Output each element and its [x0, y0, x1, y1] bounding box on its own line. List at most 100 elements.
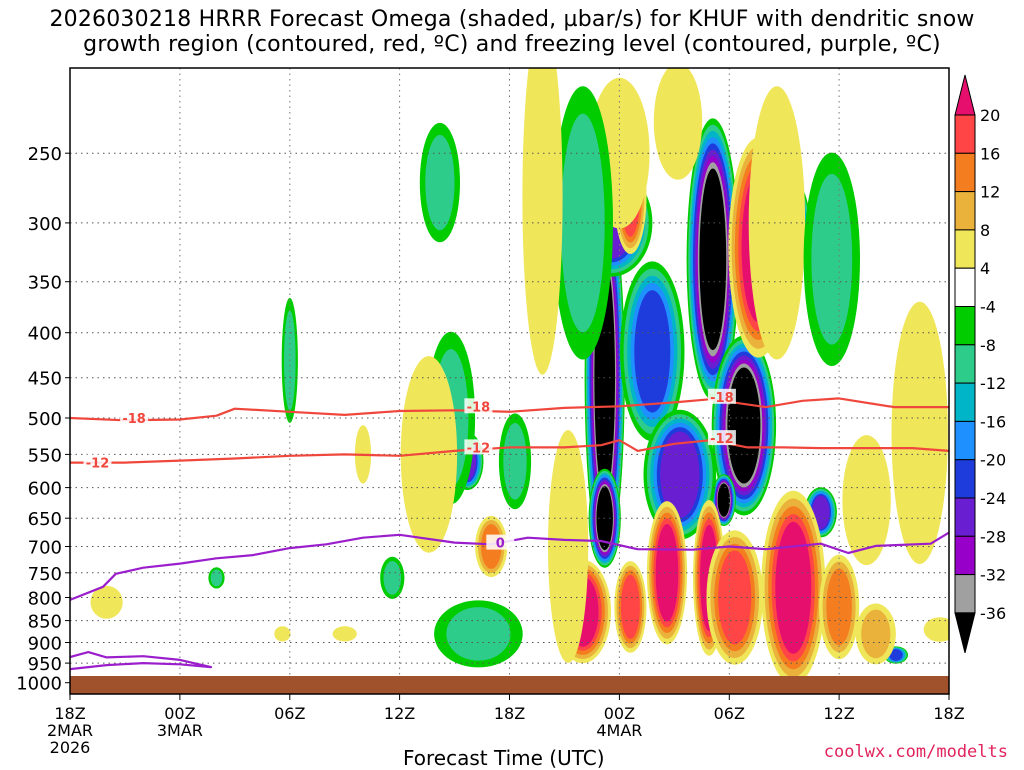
y-tick-label-400: 400	[28, 324, 62, 345]
omega-cell-20-level-4	[775, 521, 812, 654]
colorbar-swatch-11	[954, 497, 976, 537]
x-tick-label-6-0: 00Z	[164, 704, 195, 723]
y-tick-label-350: 350	[28, 273, 62, 294]
omega-cell-26-level-0	[653, 68, 703, 180]
omega-cell-36-level-0	[522, 68, 563, 375]
x-tick-label-24-0: 18Z	[494, 704, 525, 723]
contour-label--18-1: -18	[467, 400, 491, 415]
contour-lines: -18 -18 -18 -12 -12 -12 0	[70, 388, 949, 671]
omega-cell-12-level-4	[889, 649, 903, 661]
colorbar: 20 16 12 8 4 -4 -8 -12 -16 -20 -24 -28 -32 -36	[954, 74, 1006, 654]
colorbar-swatch-13	[954, 574, 976, 614]
x-tick-label-0-0: 18Z	[54, 704, 85, 723]
y-tick-label-600: 600	[28, 479, 62, 500]
colorbar-label-11: -28	[980, 527, 1006, 546]
omega-cell-7-level-5	[660, 431, 700, 518]
y-tick-label-1000: 1000	[16, 674, 62, 695]
contour-label--18-0: -18	[122, 412, 146, 427]
chart-title-line-2: growth region (contoured, red, ºC) and f…	[83, 32, 941, 57]
omega-cell-31-level-1	[446, 607, 511, 661]
colorbar-swatch-4	[954, 229, 976, 269]
x-tick-label-0-2: 2026	[50, 738, 91, 757]
omega-cell-41-level-1	[383, 561, 402, 595]
y-tick-label-700: 700	[28, 538, 62, 559]
x-tick-label-6-1: 3MAR	[157, 721, 203, 740]
y-tick-label-950: 950	[28, 654, 62, 675]
colorbar-label-1: 16	[980, 144, 1000, 163]
colorbar-label-6: -8	[980, 336, 996, 355]
colorbar-label-2: 12	[980, 183, 1000, 202]
y-tick-label-250: 250	[28, 144, 62, 165]
omega-cell-3-level-8	[727, 367, 761, 484]
colorbar-swatch-12	[954, 535, 976, 576]
colorbar-label-13: -36	[980, 604, 1006, 623]
x-tick-label-0-1: 2MAR	[47, 721, 93, 740]
contour-label-bg--18-1	[464, 398, 493, 414]
colorbar-swatch-3	[954, 191, 976, 231]
omega-cell-45-level-0	[923, 617, 949, 642]
contour-label-0-0: 0	[496, 537, 505, 552]
colorbar-swatch-8	[954, 382, 976, 422]
y-tick-label-900: 900	[28, 634, 62, 655]
omega-cell-27-level-1	[811, 173, 853, 345]
colorbar-label-5: -4	[980, 298, 996, 317]
omega-cell-16-level-3	[620, 574, 640, 639]
terrain-ground	[70, 676, 949, 694]
y-tick-label-500: 500	[28, 409, 62, 430]
colorbar-top-triangle	[954, 74, 976, 116]
x-tick-label-48-0: 18Z	[933, 704, 964, 723]
colorbar-label-12: -32	[980, 566, 1006, 585]
x-tick-label-36-0: 06Z	[714, 704, 745, 723]
omega-cell-44-level-0	[274, 626, 291, 642]
x-tick-label-18-0: 12Z	[384, 704, 415, 723]
y-tick-label-750: 750	[28, 564, 62, 585]
colorbar-swatch-2	[954, 152, 976, 193]
y-tick-label-300: 300	[28, 214, 62, 235]
colorbar-swatch-7	[954, 344, 976, 384]
omega-cell-38-level-0	[90, 585, 123, 619]
omega-cell-33-level-0	[548, 430, 589, 663]
contour-label--12-0: -12	[86, 457, 110, 472]
chart-title-line-1: 2026030218 HRRR Forecast Omega (shaded, …	[49, 7, 975, 32]
contour-label-bg-0-0	[486, 534, 515, 550]
y-tick-label-850: 850	[28, 612, 62, 633]
omega-cell-43-level-0	[332, 626, 357, 642]
contour-label-bg--12-1	[464, 439, 493, 455]
contour-label-bg--12-2	[707, 430, 736, 446]
contour-label--18-2: -18	[710, 391, 734, 406]
y-tick-label-800: 800	[28, 589, 62, 610]
contour-label-bg--12-0	[83, 454, 112, 470]
y-tick-label-550: 550	[28, 445, 62, 466]
colorbar-swatch-10	[954, 459, 976, 499]
contour--18	[70, 397, 949, 422]
colorbar-label-3: 8	[980, 221, 990, 240]
x-axis-title: Forecast Time (UTC)	[403, 746, 605, 770]
colorbar-label-0: 20	[980, 106, 1000, 125]
colorbar-label-7: -12	[980, 374, 1006, 393]
omega-cell-29-level-1	[503, 423, 527, 500]
x-tick-label-12-0: 06Z	[274, 704, 305, 723]
omega-shading	[90, 68, 949, 685]
credit-text: coolwx.com/modelts	[823, 742, 1008, 762]
omega-cell-30-level-1	[425, 134, 455, 231]
omega-cell-21-level-2	[826, 568, 852, 646]
y-axis: 2503003504004505005506006507007508008509…	[16, 144, 70, 695]
omega-cell-37-level-0	[842, 435, 891, 566]
colorbar-swatch-1	[954, 114, 976, 154]
colorbar-label-4: 4	[980, 259, 990, 278]
y-tick-label-650: 650	[28, 509, 62, 530]
contour--12	[70, 439, 949, 464]
omega-cell-19-level-3	[718, 550, 752, 645]
omega-cell-6-level-4	[634, 290, 671, 413]
omega-cell-25-level-0	[748, 86, 806, 360]
contour-label--12-1: -12	[467, 441, 491, 456]
contour-label-bg--18-0	[120, 410, 149, 425]
x-tick-label-30-0: 00Z	[604, 704, 635, 723]
omega-cell-40-level-1	[210, 569, 223, 587]
colorbar-bottom-triangle	[954, 612, 976, 654]
omega-cell-22-level-1	[861, 609, 891, 659]
contour-label--12-2: -12	[710, 432, 734, 447]
colorbar-label-8: -16	[980, 412, 1006, 431]
